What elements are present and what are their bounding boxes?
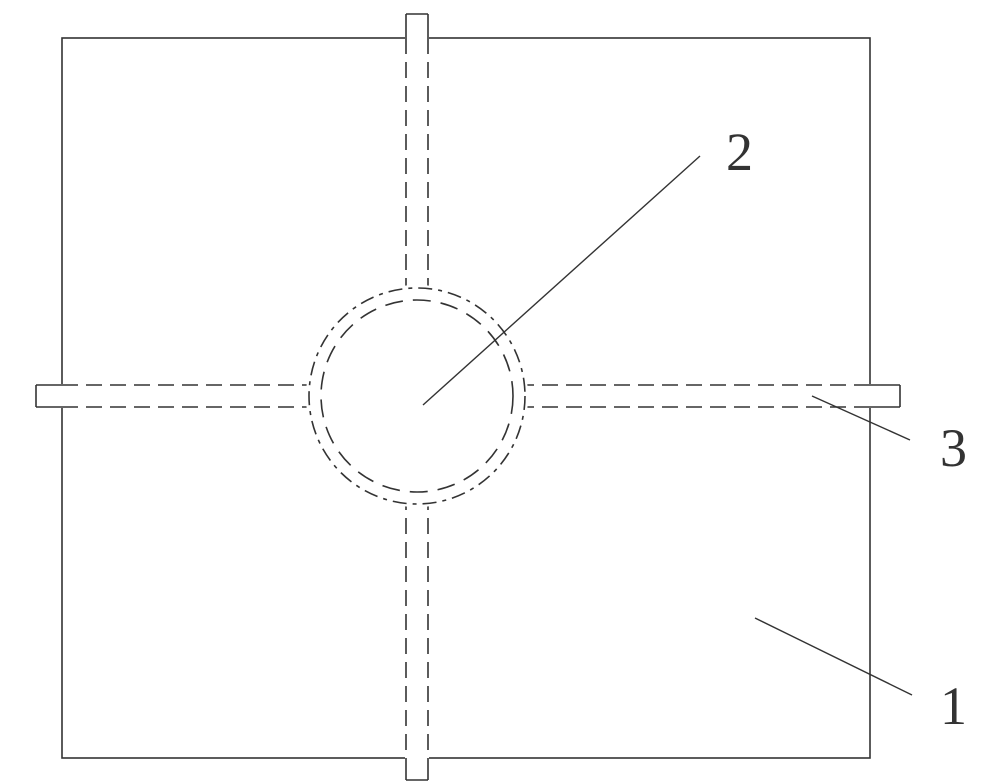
label-3: 3 [940, 418, 967, 478]
label-1: 1 [940, 676, 967, 736]
leader-2 [423, 156, 700, 405]
leader-1 [755, 618, 912, 695]
label-2: 2 [726, 122, 753, 182]
